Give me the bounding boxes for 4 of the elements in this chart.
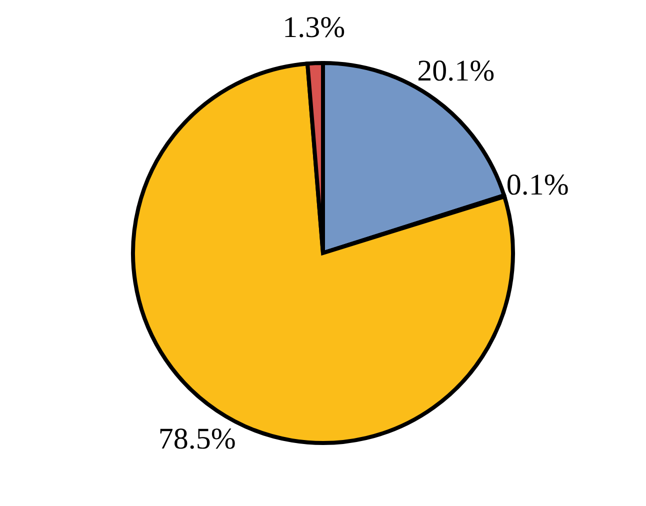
data-label: 20.1% — [417, 54, 495, 88]
data-label: 0.1% — [506, 168, 569, 202]
data-label: 1.3% — [282, 11, 346, 44]
data-label: 78.5% — [158, 422, 236, 456]
